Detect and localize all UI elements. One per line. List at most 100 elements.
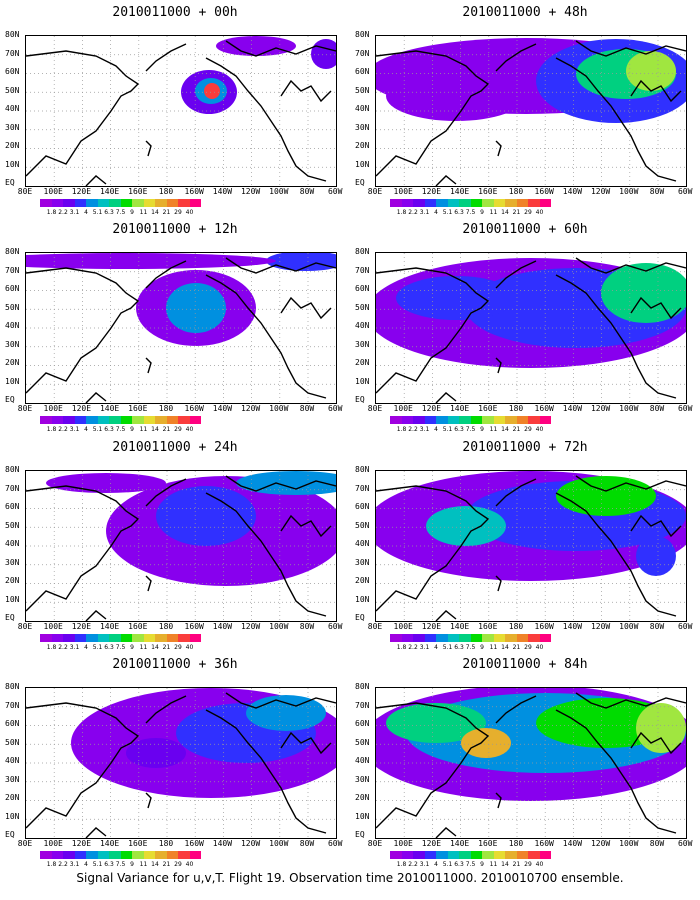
lat-label: 40N [5,539,20,548]
lon-label: 160E [478,187,498,196]
colorbar-swatch [189,416,201,424]
lon-label: 80E [367,404,383,413]
colorbar-swatch [97,634,109,642]
panel-title: 2010011000 + 60h [462,222,588,237]
colorbar-label: 5.1 [92,426,103,433]
colorbar-label: 5.1 [442,209,453,216]
coastline [630,731,682,755]
lon-label: 120W [590,622,611,631]
colorbar-swatch [155,634,167,642]
map-panel: 2010011000 + 48h 80N 70N 60N 50N 40N 30N 20N 10N… [355,5,695,220]
colorbar-label: 21 [162,861,171,868]
map-panel: 2010011000 + 36h 80N 70N 60N 50N 40N 30N 20N 10N… [5,657,345,872]
lat-label: 50N [355,520,370,530]
lon-label: 60W [677,622,693,631]
variance-field [376,36,686,186]
colorbar-swatch [178,416,190,424]
lat-label: 70N [5,700,20,710]
colorbar-label: 40 [185,861,194,868]
lat-label: EQ [5,830,15,839]
colorbar-label: 3.1 [69,209,80,216]
lon-label: 100E [43,404,63,413]
lat-label: 80N [5,30,20,39]
lon-label: 80W [299,187,315,196]
colorbar-swatch [132,634,144,642]
colorbar-swatch [447,634,459,642]
lon-label: 80W [299,622,315,631]
colorbar-swatch [390,851,402,859]
colorbar-swatch [447,416,459,424]
variance-contour [311,39,336,69]
colorbar-swatch [470,634,482,642]
lon-label: 120W [240,622,261,631]
colorbar-swatch [482,416,494,424]
colorbar-swatch [74,199,86,207]
colorbar-label: 2.2 [408,644,418,651]
colorbar-label: 11 [139,861,148,868]
coastline [85,827,107,838]
lat-label: 30N [355,774,370,784]
colorbar-swatch [413,634,425,642]
colorbar-swatch [86,851,98,859]
colorbar-swatch [539,199,551,207]
colorbar-label: 3.1 [69,644,80,651]
colorbar-label: 1.8 [46,426,57,433]
lon-label: 100W [619,404,639,413]
colorbar-swatch [120,416,132,424]
lon-label: 120E [421,187,442,196]
variance-field [26,471,336,621]
colorbar-label: 21 [162,644,171,651]
colorbar-label: 14 [151,644,159,651]
coastline [495,792,502,809]
lon-label: 140E [99,404,120,413]
variance-contour [216,36,296,56]
lat-label: 60N [355,284,370,293]
colorbar-swatch [63,851,75,859]
colorbar-label: 11 [139,209,148,216]
map-area [25,687,337,839]
colorbar-swatch [178,199,190,207]
map-area [375,252,687,404]
lon-label: 180 [508,622,524,631]
colorbar [390,851,551,859]
colorbar-label: 7.5 [115,426,126,433]
lon-label: 160W [534,622,554,631]
lon-label: 120W [240,404,261,413]
colorbar-label: 6.3 [104,861,114,868]
lon-label: 140E [449,187,470,196]
lat-label: 40N [5,104,20,113]
colorbar-label: 21 [162,209,171,216]
coastline [280,731,332,755]
colorbar [40,634,201,642]
colorbar-swatch [40,851,52,859]
variance-contour [266,253,336,271]
lon-label: 120E [421,839,442,848]
colorbar-label: 11 [489,209,498,216]
lat-label: 50N [5,520,20,530]
colorbar-swatch [459,416,471,424]
lat-label: 50N [355,737,370,747]
colorbar-label: 1.8 [46,861,57,868]
coastline [26,485,140,612]
lat-label: EQ [355,395,365,404]
variance-field [26,253,336,403]
colorbar-swatch [516,199,528,207]
colorbar-label: 6.3 [104,426,114,433]
lon-label: 160W [184,187,204,196]
colorbar-label: 5.1 [92,209,103,216]
colorbar [390,416,551,424]
colorbar-swatch [436,851,448,859]
colorbar-label: 7.5 [115,209,126,216]
lat-label: 20N [355,358,370,367]
lon-label: 120E [71,404,92,413]
variance-contour [426,506,506,546]
lon-label: 160E [128,839,148,848]
map-area [25,252,337,404]
lon-label: 140E [449,839,470,848]
lon-label: 140E [99,622,120,631]
coastline [205,492,327,617]
colorbar-swatch [40,634,52,642]
colorbar-label: 3.1 [419,644,430,651]
variance-field [26,688,336,838]
coastline [575,257,686,274]
